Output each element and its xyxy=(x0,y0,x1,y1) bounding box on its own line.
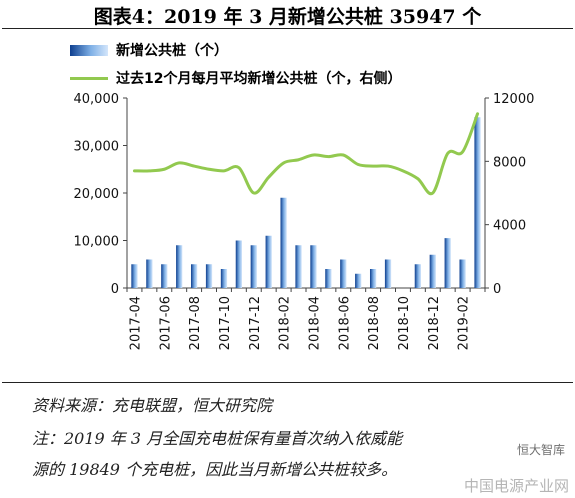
legend-line-label: 过去12个月每月平均新增公共桩（个，右侧） xyxy=(116,71,402,87)
bar-2018-11 xyxy=(414,264,421,288)
right-tick-label: 4000 xyxy=(493,219,526,234)
bar-2017-11 xyxy=(235,240,242,288)
left-tick-label: 0 xyxy=(111,282,119,297)
right-tick-label: 12000 xyxy=(493,92,534,107)
legend-bar: 新增公共桩（个） xyxy=(70,40,228,60)
watermark-badge: 恒大智库 xyxy=(516,443,565,457)
bar-2018-07 xyxy=(355,273,362,288)
legend-bar-swatch xyxy=(70,44,108,56)
bar-2017-04 xyxy=(131,264,138,288)
x-tick-label: 2018-10 xyxy=(397,296,412,350)
avg-line-series xyxy=(132,112,480,196)
chart-svg: 0 10,000 20,000 30,000 40,000 0 4000 8000 12000 2… xyxy=(74,92,535,350)
x-tick-label: 2017-06 xyxy=(158,296,173,350)
legend-line: 过去12个月每月平均新增公共桩（个，右侧） xyxy=(70,68,401,88)
chart-title: 图表4：2019 年 3 月新增公共桩 35947 个 xyxy=(93,6,482,28)
x-tick-label: 2019-02 xyxy=(457,296,472,350)
bar-2018-06 xyxy=(340,259,347,288)
bar-2017-10 xyxy=(220,269,228,288)
right-tick-label: 8000 xyxy=(493,155,526,170)
bar-2017-08 xyxy=(190,264,198,288)
x-tick-label: 2017-12 xyxy=(248,296,263,350)
bar-2018-03 xyxy=(295,245,302,288)
x-tick-label: 2017-08 xyxy=(188,296,203,350)
x-tick-label: 2018-12 xyxy=(427,296,442,350)
right-tick-label: 0 xyxy=(493,282,501,297)
x-tick-label: 2018-04 xyxy=(307,296,322,350)
x-tick-label: 2017-10 xyxy=(218,296,233,350)
watermark-text: 中国电源产业网 xyxy=(463,477,569,495)
bar-2017-09 xyxy=(205,264,213,288)
x-tick-label: 2017-04 xyxy=(128,296,143,350)
bar-2017-12 xyxy=(250,245,257,288)
x-tick-label: 2018-08 xyxy=(367,296,382,350)
bar-2018-04 xyxy=(310,245,317,288)
note-line-2: 源的 19849 个充电桩，因此当月新增公共桩较多。 xyxy=(32,460,398,479)
legend-bar-label: 新增公共桩（个） xyxy=(116,43,228,59)
bar-2018-09 xyxy=(384,259,392,288)
x-tick-label: 2018-02 xyxy=(278,296,293,350)
bar-2017-07 xyxy=(176,245,183,288)
note-line-1: 注：2019 年 3 月全国充电桩保有量首次纳入依威能 xyxy=(32,429,403,448)
bar-2018-05 xyxy=(325,269,332,288)
bar-2017-06 xyxy=(161,264,168,288)
bar-2018-01 xyxy=(265,235,272,288)
left-tick-label: 30,000 xyxy=(74,140,120,155)
bar-2018-02 xyxy=(280,197,287,288)
legend-line-swatch xyxy=(70,76,108,80)
left-tick-label: 10,000 xyxy=(74,235,120,250)
source-note: 资料来源：充电联盟，恒大研究院 xyxy=(32,396,273,415)
bar-2019-02 xyxy=(459,259,466,288)
top-rule xyxy=(2,28,573,29)
bar-2019-03 xyxy=(474,117,481,288)
bar-2018-08 xyxy=(369,269,377,288)
bottom-rule xyxy=(2,382,573,383)
x-tick-label: 2018-06 xyxy=(337,296,352,350)
bar-2019-01 xyxy=(444,238,451,289)
left-tick-label: 40,000 xyxy=(74,92,120,107)
left-tick-label: 20,000 xyxy=(74,187,120,202)
bar-2018-12 xyxy=(429,254,436,288)
bar-2017-05 xyxy=(146,259,153,288)
